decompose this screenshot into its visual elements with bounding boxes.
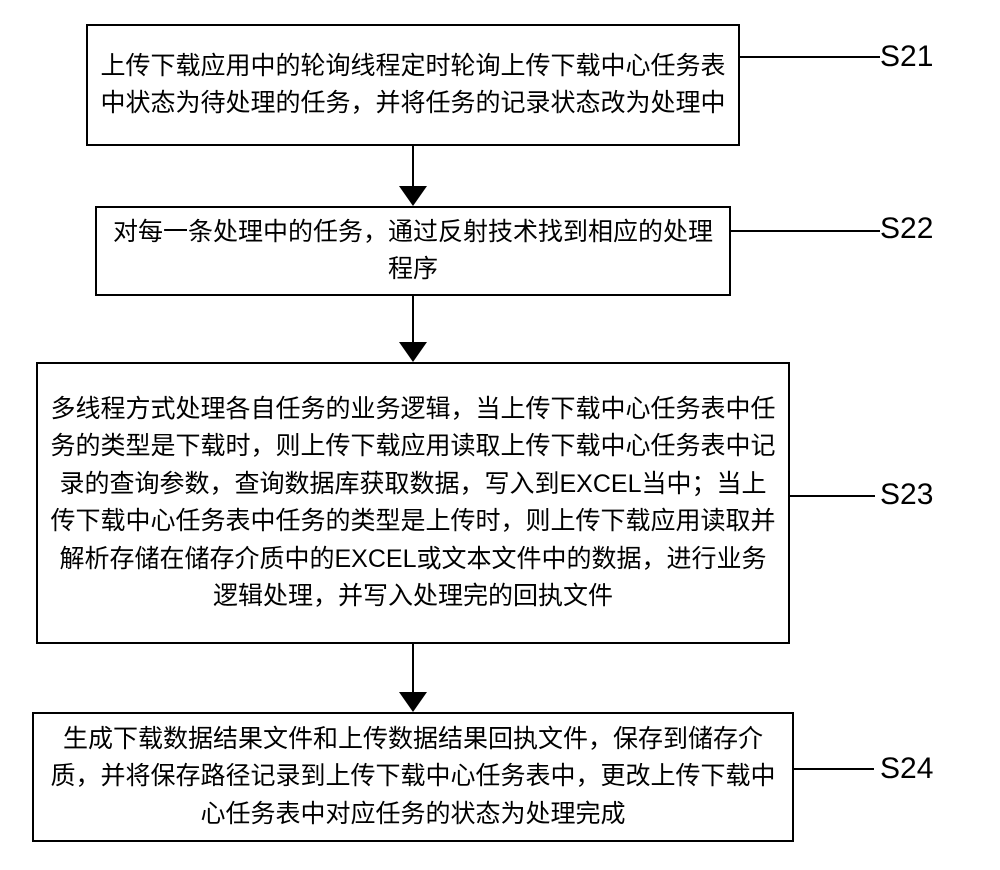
step-s23-text: 多线程方式处理各自任务的业务逻辑，当上传下载中心任务表中任务的类型是下载时，则上… — [48, 391, 778, 616]
label-line-s23 — [790, 495, 875, 497]
step-s22-box: 对每一条处理中的任务，通过反射技术找到相应的处理程序 — [95, 206, 731, 296]
connector-s21-s22-line — [412, 146, 414, 186]
step-s23-label: S23 — [880, 478, 933, 512]
step-s22-label: S22 — [880, 212, 933, 246]
step-s21-box: 上传下载应用中的轮询线程定时轮询上传下载中心任务表中状态为待处理的任务，并将任务… — [86, 24, 740, 146]
connector-s23-s24-line — [412, 644, 414, 692]
step-s24-text: 生成下载数据结果文件和上传数据结果回执文件，保存到储存介质，并将保存路径记录到上… — [44, 721, 782, 834]
step-s24-label: S24 — [880, 752, 933, 786]
connector-s22-s23-arrow — [399, 342, 427, 362]
step-s21-text: 上传下载应用中的轮询线程定时轮询上传下载中心任务表中状态为待处理的任务，并将任务… — [98, 48, 728, 123]
step-s21-label: S21 — [880, 40, 933, 74]
label-line-s21 — [740, 56, 880, 58]
connector-s21-s22-arrow — [399, 186, 427, 206]
step-s22-text: 对每一条处理中的任务，通过反射技术找到相应的处理程序 — [107, 214, 719, 289]
label-line-s24 — [794, 768, 874, 770]
connector-s22-s23-line — [412, 296, 414, 342]
label-line-s22 — [731, 230, 880, 232]
connector-s23-s24-arrow — [399, 692, 427, 712]
flowchart-container: 上传下载应用中的轮询线程定时轮询上传下载中心任务表中状态为待处理的任务，并将任务… — [0, 0, 1000, 870]
step-s23-box: 多线程方式处理各自任务的业务逻辑，当上传下载中心任务表中任务的类型是下载时，则上… — [36, 362, 790, 644]
step-s24-box: 生成下载数据结果文件和上传数据结果回执文件，保存到储存介质，并将保存路径记录到上… — [32, 712, 794, 842]
